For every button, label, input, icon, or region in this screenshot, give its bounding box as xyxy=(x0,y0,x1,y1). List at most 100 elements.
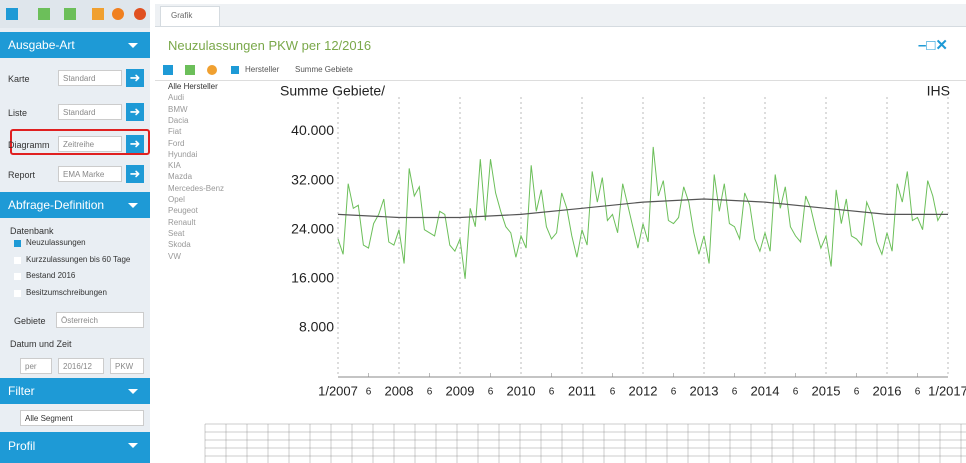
option: Kurzzulassungen bis 60 Tage xyxy=(26,254,131,264)
checkbox[interactable] xyxy=(14,289,21,297)
data-table xyxy=(204,423,966,463)
list-item[interactable]: Peugeot xyxy=(168,206,198,216)
tab-bar xyxy=(155,4,966,27)
x-tick-label: 6 xyxy=(915,387,921,398)
toolbar-label[interactable]: Summe Gebiete xyxy=(295,65,353,74)
label: Liste xyxy=(8,108,28,118)
select[interactable]: Standard xyxy=(58,104,122,120)
x-tick-label: 2009 xyxy=(446,383,475,398)
x-tick-label: 2012 xyxy=(629,383,658,398)
button[interactable]: ➜ xyxy=(126,135,144,153)
option: Neuzulassungen xyxy=(26,238,86,247)
x-tick-label: 6 xyxy=(610,387,616,398)
section-header[interactable]: Ausgabe-Art xyxy=(0,32,150,58)
icon[interactable] xyxy=(163,65,173,75)
x-tick-label: 6 xyxy=(488,387,494,398)
x-tick-label: 6 xyxy=(366,387,372,398)
x-tick-label: 2013 xyxy=(690,383,719,398)
line xyxy=(337,198,948,219)
icon[interactable] xyxy=(38,8,50,20)
x-tick-label: 2008 xyxy=(385,383,414,398)
list-item[interactable]: Alle Hersteller xyxy=(168,82,218,91)
x-tick-label: 6 xyxy=(671,387,677,398)
toolbar-label[interactable]: Hersteller xyxy=(245,65,280,74)
x-tick-label: 2015 xyxy=(812,383,841,398)
x-tick-label: 1/2017 xyxy=(928,383,966,398)
x-tick-label: 6 xyxy=(549,387,555,398)
select[interactable]: Zeitreihe xyxy=(58,136,122,152)
list-item[interactable]: Mazda xyxy=(168,172,193,182)
label: Report xyxy=(8,170,36,180)
label: Diagramm xyxy=(8,140,50,150)
source: IHS xyxy=(927,83,950,99)
icon[interactable] xyxy=(134,8,146,20)
x-tick-label: 6 xyxy=(793,387,799,398)
y-tick-label: 16.000 xyxy=(291,270,334,286)
icon[interactable] xyxy=(112,8,124,20)
checkbox[interactable] xyxy=(14,273,21,280)
highlight-box xyxy=(10,129,150,155)
chart-title: Summe Gebiete/ xyxy=(280,83,385,99)
button[interactable]: ➜ xyxy=(126,69,144,87)
x-tick-label: 6 xyxy=(427,387,433,398)
window-buttons[interactable]: –□✕ xyxy=(918,37,948,54)
option: Besitzumschreibungen xyxy=(26,287,107,297)
x-tick-label: 2014 xyxy=(751,383,780,398)
list-item[interactable]: Fiat xyxy=(168,127,182,137)
tab[interactable]: Grafik xyxy=(160,6,220,26)
label: Karte xyxy=(8,74,30,84)
select[interactable]: Österreich xyxy=(56,312,144,328)
option: Bestand 2016 xyxy=(26,271,76,280)
section-header[interactable]: Abfrage-Definition xyxy=(0,192,150,218)
y-tick-label: 24.000 xyxy=(291,220,334,236)
list-item[interactable]: VW xyxy=(168,251,181,261)
x-tick-label: 6 xyxy=(732,387,738,398)
icon[interactable] xyxy=(92,8,104,20)
list-item[interactable]: Opel xyxy=(168,195,185,204)
list-item[interactable]: Dacia xyxy=(168,115,189,125)
icon-bar xyxy=(0,0,150,28)
section-header[interactable]: Profil xyxy=(0,432,150,463)
y-tick-label: 40.000 xyxy=(291,122,334,138)
icon[interactable] xyxy=(231,66,239,74)
select[interactable]: EMA Marke xyxy=(58,166,122,182)
y-tick-label: 32.000 xyxy=(291,171,334,187)
list-item[interactable]: KIA xyxy=(168,161,181,171)
window-title: Neuzulassungen PKW per 12/2016 xyxy=(168,38,372,53)
list-item[interactable]: Ford xyxy=(168,138,185,148)
y-tick-label: 8.000 xyxy=(299,319,334,335)
x-tick-label: 2016 xyxy=(873,383,902,398)
select[interactable]: 2016/12 xyxy=(58,358,104,374)
section-header[interactable]: Filter xyxy=(0,378,150,404)
icon[interactable] xyxy=(6,8,18,20)
list-item[interactable]: BMW xyxy=(168,104,188,114)
label: Datenbank xyxy=(10,226,54,236)
select[interactable]: Alle Segment xyxy=(20,410,144,426)
label: Datum und Zeit xyxy=(10,339,72,349)
list-item[interactable]: Renault xyxy=(168,217,196,227)
list-item[interactable]: Hyundai xyxy=(168,149,198,159)
list-item[interactable]: Skoda xyxy=(168,240,191,250)
list-item[interactable]: Audi xyxy=(168,93,185,103)
select[interactable]: PKW xyxy=(110,358,144,374)
line xyxy=(337,146,944,279)
button[interactable]: ➜ xyxy=(126,103,144,121)
list-item[interactable]: Mercedes-Benz xyxy=(168,183,225,193)
icon[interactable] xyxy=(185,65,195,75)
select[interactable]: Standard xyxy=(58,70,122,86)
label: Gebiete xyxy=(14,316,46,326)
select[interactable]: per xyxy=(20,358,52,374)
button[interactable]: ➜ xyxy=(126,165,144,183)
x-tick-label: 2011 xyxy=(568,383,596,398)
icon[interactable] xyxy=(64,8,76,20)
icon[interactable] xyxy=(207,65,217,75)
toolbar: Hersteller Summe Gebiete xyxy=(155,62,966,81)
checkbox[interactable] xyxy=(14,256,21,264)
list-item[interactable]: Seat xyxy=(168,228,185,238)
x-tick-label: 6 xyxy=(854,387,860,398)
checkbox[interactable] xyxy=(14,240,21,247)
x-tick-label: 2010 xyxy=(507,383,536,398)
x-tick-label: 1/2007 xyxy=(318,383,358,398)
